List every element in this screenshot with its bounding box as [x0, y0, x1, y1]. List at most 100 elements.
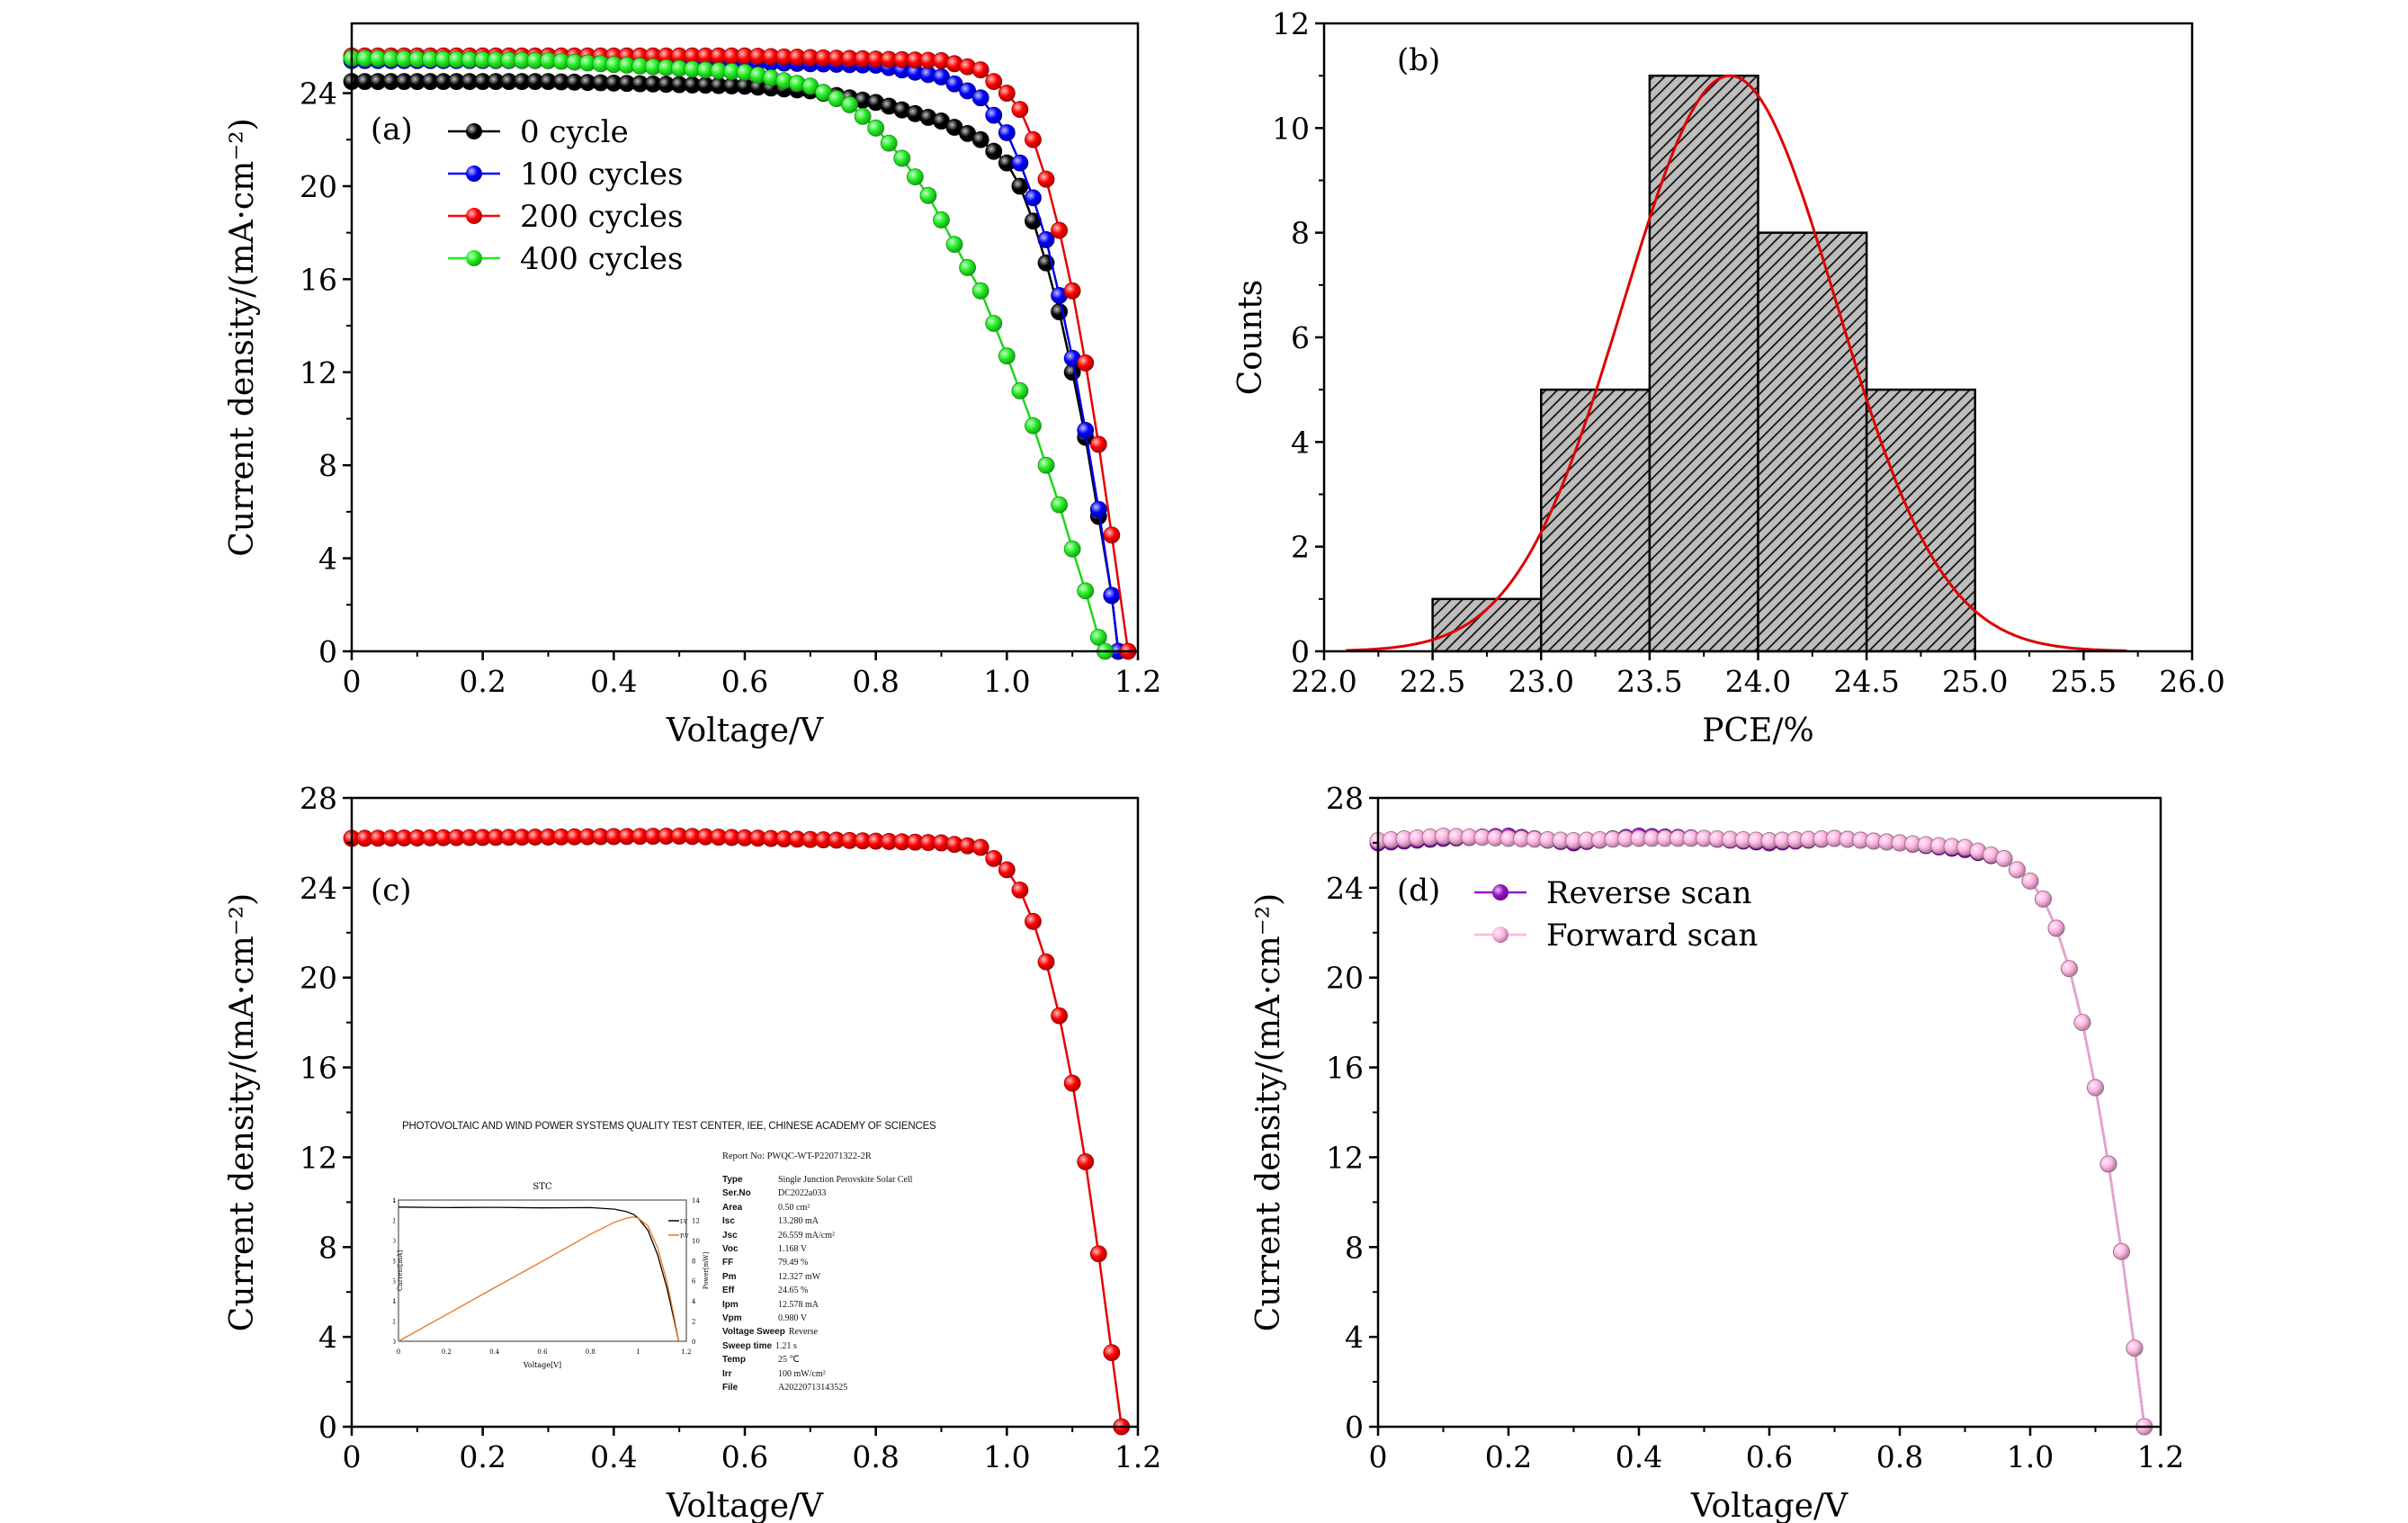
series-reverse-scan	[1369, 828, 2153, 1436]
y-tick-label: 24	[1326, 871, 1364, 906]
data-point	[971, 838, 989, 856]
x-tick-label: 0.4	[1616, 1439, 1662, 1474]
inset-table-row: Jsc 26.559 mA/cm²	[722, 1229, 912, 1242]
legend-marker	[466, 250, 482, 266]
inset-x-tick-label: 1	[636, 1348, 640, 1356]
y-tick-label: 16	[1326, 1051, 1364, 1086]
y-tick-label: 12	[1272, 6, 1310, 41]
inset-y2-tick-label: 8	[692, 1258, 695, 1265]
parameter-value: 1.168 V	[778, 1244, 808, 1255]
inset-table-row: Ser.No DC2022a033	[722, 1187, 912, 1200]
certificate-inset: STC00.20.40.60.811.200224466881010121214…	[393, 1115, 1059, 1412]
panel-label: (b)	[1397, 42, 1440, 78]
x-tick-label: 25.0	[1942, 664, 2008, 699]
legend-label: 100 cycles	[520, 157, 683, 193]
parameter-name: Eff	[722, 1286, 735, 1296]
x-tick-label: 24.0	[1725, 664, 1791, 699]
data-point	[1051, 221, 1068, 239]
parameter-name: Ipm	[722, 1299, 739, 1310]
data-point	[1077, 1153, 1095, 1170]
y-tick-label: 16	[300, 262, 337, 297]
inset-x-tick-label: 0.8	[586, 1348, 595, 1356]
parameter-value: A20220713143525	[778, 1383, 848, 1393]
x-tick-label: 0.8	[852, 664, 899, 699]
series-forward-scan	[1369, 828, 2153, 1436]
inset-y-tick-label: 6	[393, 1278, 397, 1286]
inset-x-tick-label: 0.4	[489, 1348, 500, 1356]
data-point	[1051, 1007, 1068, 1025]
inset-y-tick-label: 8	[393, 1258, 396, 1265]
inset-x-tick-label: 0	[397, 1348, 400, 1356]
x-tick-label: 1.2	[1114, 1439, 1161, 1474]
inset-x-axis-label: Voltage[V]	[523, 1361, 561, 1369]
inset-y-tick-label: 12	[393, 1217, 396, 1224]
inset-header: PHOTOVOLTAIC AND WIND POWER SYSTEMS QUAL…	[402, 1121, 936, 1132]
inset-y2-axis-label: Power[mW]	[703, 1252, 710, 1290]
inset-plot-frame	[398, 1199, 687, 1342]
series-200-cycles	[343, 47, 1137, 660]
data-point	[919, 186, 937, 204]
data-point	[998, 124, 1016, 141]
data-point	[945, 75, 963, 93]
data-point	[2047, 919, 2065, 937]
parameter-name: Temp	[722, 1355, 746, 1366]
y-tick-label: 4	[318, 1320, 337, 1355]
y-tick-label: 20	[300, 961, 337, 996]
data-point	[1063, 540, 1081, 558]
x-axis-label: PCE/%	[1702, 712, 1813, 749]
parameter-value: 1.21 s	[775, 1340, 797, 1351]
parameter-value: 0.50 cm²	[778, 1202, 810, 1213]
parameter-name: Ser.No	[722, 1188, 751, 1199]
data-point	[2061, 960, 2078, 978]
inset-legend-label: I-V	[680, 1219, 688, 1225]
inset-y-tick-label: 2	[393, 1319, 396, 1326]
x-tick-label: 0.2	[1485, 1439, 1532, 1474]
inset-x-tick-label: 0.2	[442, 1348, 452, 1356]
data-point	[1025, 417, 1042, 435]
x-tick-label: 0.2	[459, 664, 506, 699]
y-tick-label: 24	[300, 76, 337, 112]
parameter-name: Voc	[722, 1244, 739, 1255]
data-point	[985, 142, 1003, 160]
data-point	[854, 108, 872, 125]
inset-y-axis-label: Current[mA]	[397, 1250, 404, 1291]
y-tick-label: 12	[1326, 1140, 1364, 1175]
x-tick-label: 1.0	[2007, 1439, 2054, 1474]
data-point	[1037, 170, 1055, 188]
inset-y-tick-label: 10	[393, 1238, 396, 1245]
series-400-cycles	[343, 49, 1114, 660]
inset-table-row: Temp 25 ℃	[722, 1353, 912, 1366]
data-point	[1063, 282, 1081, 300]
data-point	[2073, 1014, 2091, 1032]
inset-y2-tick-label: 4	[692, 1298, 696, 1305]
data-point	[2126, 1339, 2144, 1357]
parameter-name: Area	[722, 1202, 743, 1213]
series-line	[1377, 835, 2146, 1428]
data-point	[893, 149, 911, 167]
panel-c: 0 0.2 0.4 0.6 0.8 1.0 1.20481216202428Voltage/…	[224, 781, 1161, 1523]
inset-table-row: Voltage Sweep Reverse	[722, 1325, 912, 1339]
y-tick-label: 24	[300, 871, 337, 906]
data-point	[1025, 130, 1042, 148]
data-point	[1011, 101, 1029, 119]
data-point	[2087, 1079, 2104, 1097]
parameter-value: 79.49 %	[778, 1258, 809, 1268]
inset-legend-label: P-V	[680, 1233, 689, 1240]
x-tick-label: 0.8	[1876, 1439, 1923, 1474]
data-point	[1089, 500, 1107, 518]
x-tick-label: 22.0	[1291, 664, 1356, 699]
data-point	[971, 282, 989, 300]
x-axis-label: Voltage/V	[666, 1488, 824, 1523]
y-tick-label: 10	[1272, 111, 1310, 146]
x-tick-label: 25.5	[2051, 664, 2117, 699]
panel-label: (a)	[371, 112, 413, 148]
inset-table-row: FF 79.49 %	[722, 1256, 912, 1269]
inset-table-row: Sweep time 1.21 s	[722, 1339, 912, 1353]
legend-marker	[466, 123, 482, 139]
inset-x-tick-label: 0.6	[537, 1348, 548, 1356]
x-tick-label: 26.0	[2159, 664, 2224, 699]
inset-table-row: Voc 1.168 V	[722, 1242, 912, 1256]
y-tick-label: 2	[1291, 530, 1310, 565]
data-point	[867, 119, 885, 137]
